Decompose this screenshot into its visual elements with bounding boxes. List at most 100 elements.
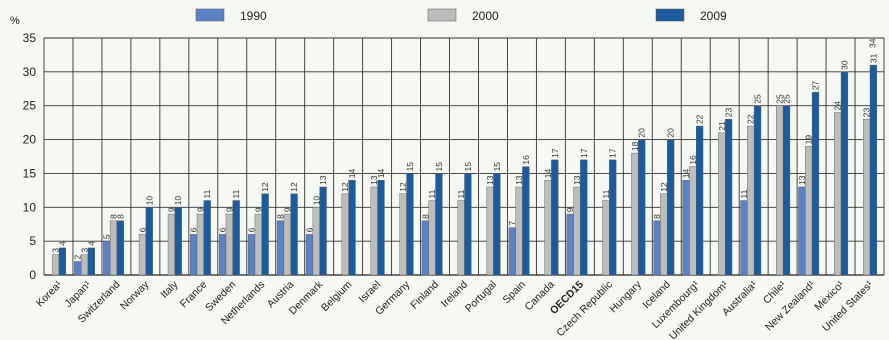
bar-1990 [682, 179, 690, 276]
bar-2009 [290, 193, 298, 276]
data-label-2000: 3 [80, 248, 90, 253]
data-label-2000: 8 [109, 214, 119, 219]
bar-2009 [232, 200, 240, 276]
data-label-2009: 30 [839, 60, 849, 70]
data-label-2000: 9 [224, 207, 234, 212]
bar-2009 [406, 173, 414, 276]
data-label-2000: 23 [862, 108, 872, 118]
data-label-2009: 4 [86, 241, 96, 246]
bar-2000 [254, 213, 262, 276]
bar-2009 [638, 139, 646, 276]
bar-1990 [218, 234, 227, 276]
legend-label-2009: 2009 [700, 9, 727, 23]
bar-2000 [457, 200, 465, 276]
data-label-2009: 25 [782, 94, 792, 104]
data-label-2009: 13 [318, 175, 328, 185]
data-label-2000: 12 [659, 182, 669, 192]
bar-2000 [225, 213, 233, 276]
bar-2009 [377, 179, 385, 276]
bar-1990 [103, 240, 111, 276]
data-label-2000: 21 [717, 121, 727, 131]
data-label-2009: 25 [753, 94, 763, 104]
bar-2000 [747, 125, 755, 276]
data-label-2009: 15 [434, 162, 444, 172]
legend-swatch-2000 [427, 8, 457, 22]
legend-label-1990: 1990 [240, 9, 267, 23]
bar-2000 [399, 193, 407, 276]
data-label-2009: 14 [376, 168, 386, 178]
bar-2009 [811, 91, 820, 276]
data-label-2009: 16 [521, 155, 531, 165]
bar-1990 [421, 220, 429, 276]
y-tick-label: 25 [23, 99, 37, 113]
data-label-2009: 10 [144, 196, 154, 206]
data-label-2009: 23 [724, 108, 734, 118]
bar-1990 [276, 220, 285, 276]
bar-2009 [87, 247, 95, 276]
bar-2009 [174, 207, 182, 276]
data-labels-layer: 3423458861091069116911691289126101312141… [51, 38, 879, 259]
data-label-2000: 19 [804, 135, 814, 145]
bar-1990 [566, 213, 574, 276]
data-label-2009: 15 [492, 162, 502, 172]
data-label-1990: 9 [565, 207, 575, 212]
bar-2000 [109, 220, 118, 276]
legend-label-2000: 2000 [472, 9, 499, 23]
bar-2009 [348, 179, 356, 276]
y-tick-label: 15 [23, 166, 37, 180]
bar-2009 [667, 139, 675, 276]
bar-2000 [196, 213, 205, 276]
data-label-1990: 14 [681, 168, 691, 178]
data-label-2009: 17 [579, 148, 589, 158]
data-label-2009: 17 [550, 148, 560, 158]
bar-2009 [319, 186, 327, 276]
legend-swatch-2009 [655, 8, 685, 22]
data-label-2000: 10 [311, 196, 321, 206]
data-label-2009: 4 [57, 241, 67, 246]
data-label-2000: 9 [253, 207, 263, 212]
data-label-2009: 12 [289, 182, 299, 192]
data-label-2000: 9 [166, 207, 176, 212]
y-tick-label: 0 [29, 268, 36, 282]
data-label-2000: 11 [601, 189, 611, 198]
bar-2009 [261, 193, 269, 276]
bar-2009 [464, 173, 472, 276]
bar-2000 [51, 254, 60, 276]
bar-2009 [840, 71, 849, 276]
bar-2009 [116, 220, 124, 276]
bar-2009 [609, 159, 617, 276]
data-label-2009: 12 [260, 182, 270, 192]
data-label-2000: 25 [775, 94, 785, 104]
data-label-1990: 8 [652, 214, 662, 219]
data-label-1990: 5 [102, 234, 112, 239]
y-axis-ticks: 0 5 10 15 20 25 30 35 [23, 31, 37, 282]
data-label-2009: 22 [695, 114, 705, 124]
data-label-2009: 31 [868, 53, 878, 63]
bar-1990 [653, 220, 661, 276]
bar-2000 [544, 179, 552, 276]
data-label-2000: 12 [398, 182, 408, 192]
bar-2000 [631, 152, 639, 276]
bar-2000 [283, 213, 291, 276]
data-label-2000: 22 [746, 114, 756, 124]
bar-2000 [834, 112, 842, 276]
data-label-2000: 11 [456, 189, 466, 198]
bar-2000 [312, 207, 320, 276]
bar-2000 [863, 119, 871, 276]
data-label-2000: 13 [369, 175, 379, 185]
y-tick-label: 5 [29, 234, 36, 248]
data-label-1990: 8 [420, 214, 430, 219]
data-label-2009: 17 [608, 148, 618, 158]
bar-1990 [190, 234, 198, 276]
bar-2000 [776, 105, 784, 276]
bar-2009 [435, 173, 443, 276]
data-label-2009: 11 [202, 189, 212, 198]
data-label-1990: 6 [189, 227, 199, 232]
data-label-2000: 9 [195, 207, 205, 212]
bars-layer [51, 64, 878, 276]
legend-swatch-1990 [195, 8, 225, 22]
data-label-1990: 6 [247, 227, 257, 232]
data-label-1990: 6 [304, 227, 314, 232]
y-tick-label: 35 [23, 31, 37, 45]
